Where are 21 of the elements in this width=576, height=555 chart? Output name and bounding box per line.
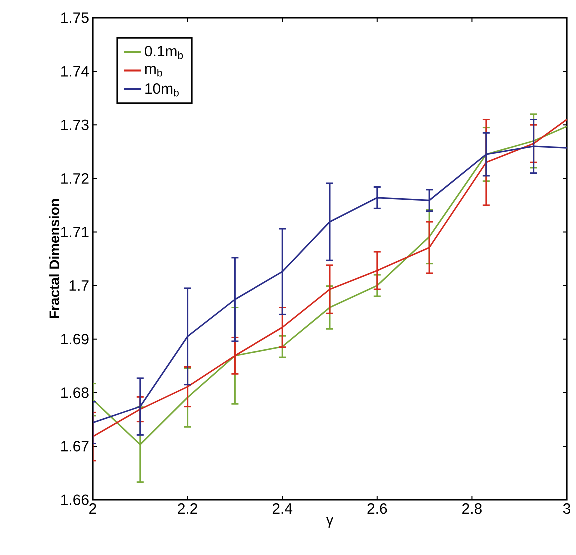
y-axis-title: Fractal Dimension: [49, 199, 60, 319]
legend-label: m$_{b}$: [145, 66, 162, 77]
y-tick-label: 1.68: [62, 388, 89, 398]
y-tick-label: 1.69: [62, 334, 89, 345]
x-tick-label: 3: [563, 504, 571, 514]
x-tick-label: 2.4: [272, 504, 293, 514]
y-tick-label: 1.67: [62, 441, 89, 452]
y-tick-label: 1.7: [70, 280, 89, 291]
x-tick-label: 2.8: [462, 504, 482, 514]
y-tick-label: 1.66: [62, 494, 89, 506]
y-tick-label: 1.74: [62, 66, 90, 77]
x-tick-label: 2.2: [178, 504, 198, 514]
y-tick-label: 1.72: [62, 173, 89, 184]
y-tick-label: 1.75: [62, 12, 89, 24]
x-tick-label: 2.6: [368, 504, 388, 514]
legend-label: 10m$_{b}$: [146, 84, 179, 97]
y-tick-label: 1.71: [62, 227, 89, 238]
x-axis-title: γ: [326, 516, 334, 528]
y-tick-label: 1.73: [62, 120, 89, 130]
x-tick-label: 2: [90, 504, 96, 514]
legend-label: 0.1m$_{b}$: [145, 46, 184, 60]
